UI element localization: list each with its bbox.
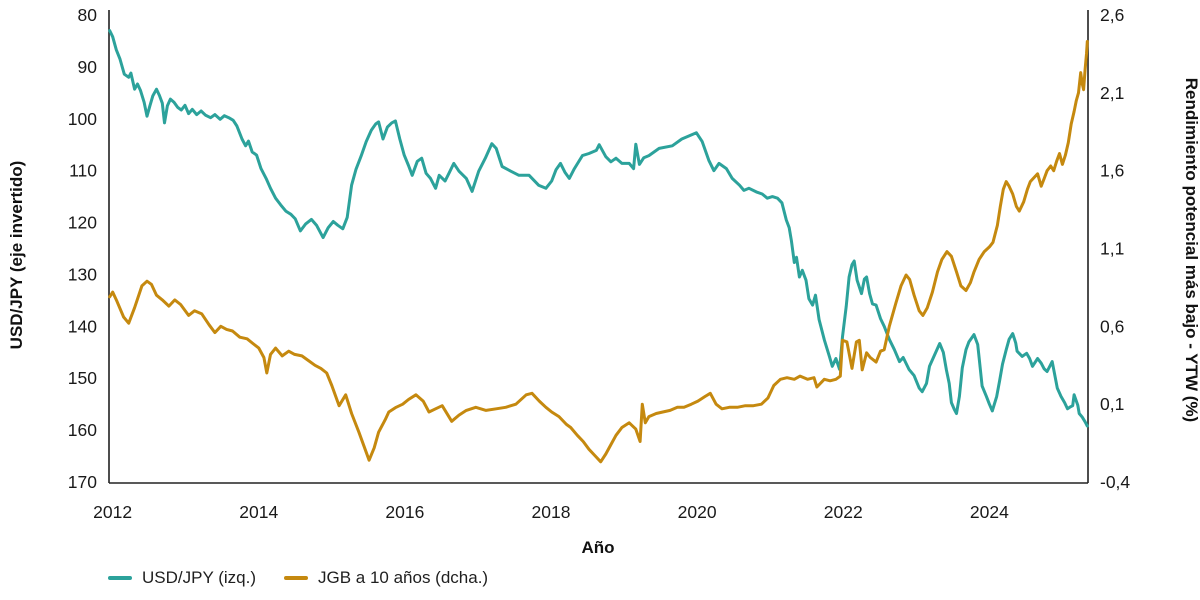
tick-label: 0,1 — [1100, 394, 1124, 414]
tick-label: 2014 — [239, 502, 278, 522]
x-axis-tick-labels: 2012 2014 2016 2018 2020 2022 2024 — [93, 502, 1009, 522]
tick-label: 2020 — [678, 502, 717, 522]
tick-label: 2012 — [93, 502, 132, 522]
tick-label: 2,6 — [1100, 5, 1124, 25]
tick-label: 140 — [68, 316, 97, 336]
usdjpy-legend-swatch — [108, 576, 132, 580]
tick-label: 2016 — [385, 502, 424, 522]
tick-label: -0,4 — [1100, 472, 1130, 492]
tick-label: 100 — [68, 109, 97, 129]
legend: USD/JPY (izq.) JGB a 10 años (dcha.) — [108, 568, 488, 588]
tick-label: 1,6 — [1100, 161, 1124, 181]
tick-label: 2022 — [824, 502, 863, 522]
axes — [108, 10, 1089, 484]
tick-label: 170 — [68, 472, 97, 492]
left-axis-title: USD/JPY (eje invertido) — [7, 161, 26, 350]
tick-label: 1,1 — [1100, 239, 1124, 259]
right-axis-title: Rendimiento potencial más bajo - YTW (%) — [1182, 78, 1200, 422]
tick-label: 150 — [68, 368, 97, 388]
usdjpy-line — [108, 29, 1089, 428]
tick-label: 110 — [69, 161, 97, 181]
legend-item-usdjpy: USD/JPY (izq.) — [108, 568, 256, 588]
usdjpy-legend-label: USD/JPY (izq.) — [142, 568, 256, 587]
tick-label: 160 — [68, 420, 97, 440]
legend-item-jgb: JGB a 10 años (dcha.) — [284, 568, 488, 588]
jgb-legend-swatch — [284, 576, 308, 580]
tick-label: 2,1 — [1100, 83, 1124, 103]
tick-label: 2018 — [532, 502, 571, 522]
tick-label: 130 — [68, 264, 97, 284]
x-axis-title: Año — [581, 538, 614, 557]
tick-label: 120 — [68, 213, 97, 233]
tick-label: 90 — [78, 57, 98, 77]
jgb-line — [108, 40, 1089, 464]
right-axis-tick-labels: 2,6 2,1 1,6 1,1 0,6 0,1 -0,4 — [1100, 5, 1130, 492]
tick-label: 0,6 — [1100, 316, 1124, 336]
left-axis-tick-labels: 80 90 100 110 120 130 140 150 160 170 — [68, 5, 97, 492]
jgb-legend-label: JGB a 10 años (dcha.) — [318, 568, 489, 587]
tick-label: 80 — [78, 5, 98, 25]
tick-label: 2024 — [970, 502, 1009, 522]
